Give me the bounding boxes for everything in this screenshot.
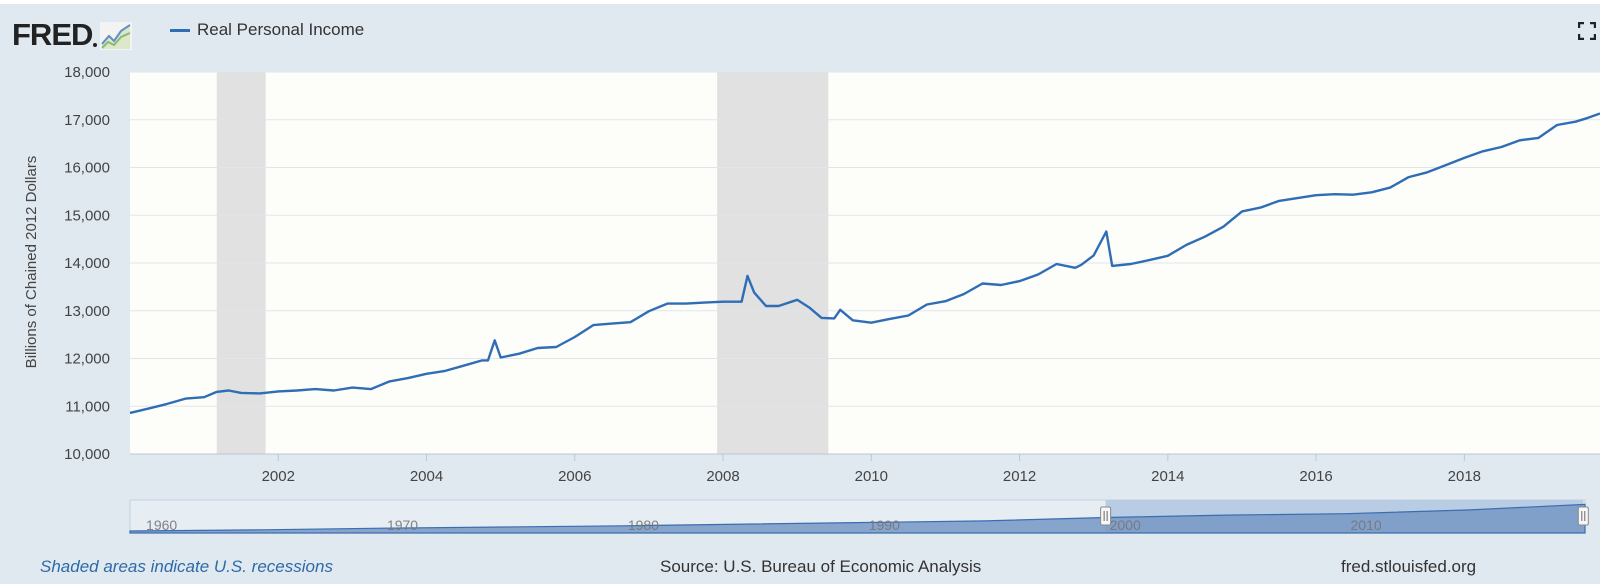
fred-url-link[interactable]: fred.stlouisfed.org xyxy=(1341,557,1477,576)
legend-series-label: Real Personal Income xyxy=(197,20,365,39)
y-tick-label: 12,000 xyxy=(64,351,110,368)
y-tick-label: 17,000 xyxy=(64,112,110,129)
x-tick-label: 2018 xyxy=(1448,468,1481,485)
fred-logo-text: FRED xyxy=(12,17,93,52)
x-tick-label: 2012 xyxy=(1003,468,1036,485)
x-tick-label: 2004 xyxy=(410,468,443,485)
x-tick-label: 2014 xyxy=(1151,468,1184,485)
y-axis-title: Billions of Chained 2012 Dollars xyxy=(23,156,40,369)
fred-logo[interactable]: FRED xyxy=(12,14,133,52)
navigator[interactable]: 1960 1970 1980 1990 2000 2010 xyxy=(129,499,1589,534)
fullscreen-icon[interactable] xyxy=(1578,22,1596,40)
chart-canvas: Billions of Chained 2012 Dollars 10,0001… xyxy=(23,64,1600,534)
chart-legend: Real Personal Income xyxy=(170,20,364,40)
navigator-year-label: 1970 xyxy=(387,517,418,533)
logo-dot xyxy=(93,43,98,47)
y-tick-label: 11,000 xyxy=(65,398,110,415)
navigator-handle[interactable] xyxy=(1100,506,1112,526)
y-tick-label: 10,000 xyxy=(64,446,110,463)
x-tick-label: 2006 xyxy=(558,468,591,485)
y-tick-label: 18,000 xyxy=(64,64,110,81)
y-tick-label: 13,000 xyxy=(64,303,110,320)
navigator-year-label: 1960 xyxy=(146,517,177,533)
navigator-year-label: 1990 xyxy=(869,517,900,533)
source-note: Source: U.S. Bureau of Economic Analysis xyxy=(660,557,982,576)
y-tick-label: 15,000 xyxy=(64,207,110,224)
x-tick-label: 2008 xyxy=(706,468,739,485)
top-strip xyxy=(0,0,1600,4)
recession-note: Shaded areas indicate U.S. recessions xyxy=(40,557,333,576)
plot-area: 10,000 11,000 12,000 13,000 14,000 15,000 16,0… xyxy=(64,64,1600,485)
navigator-year-label: 2010 xyxy=(1351,517,1382,533)
navigator-handle[interactable] xyxy=(1577,506,1589,526)
fred-graph-icon xyxy=(100,22,133,50)
y-tick-label: 16,000 xyxy=(64,160,110,177)
legend-line-swatch xyxy=(170,28,190,32)
x-tick-label: 2010 xyxy=(855,468,888,485)
navigator-series-area xyxy=(129,503,1586,534)
series-line xyxy=(129,112,1600,415)
x-tick-label: 2002 xyxy=(262,468,295,485)
x-tick-label: 2016 xyxy=(1299,468,1332,485)
navigator-year-label: 1980 xyxy=(628,517,659,533)
y-tick-label: 14,000 xyxy=(64,255,110,272)
navigator-year-label: 2000 xyxy=(1110,517,1141,533)
